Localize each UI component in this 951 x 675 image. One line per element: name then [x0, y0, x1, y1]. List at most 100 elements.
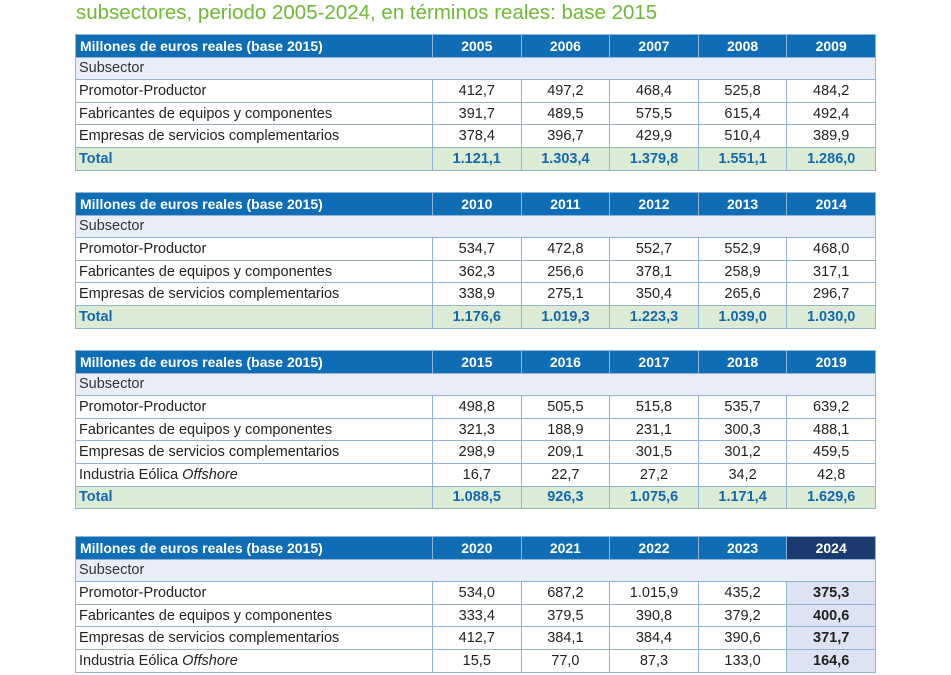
subsector-row: Subsector	[75, 558, 876, 583]
row-label: Promotor-Productor	[75, 79, 433, 103]
cell-value: 429,9	[609, 124, 699, 148]
cell-value: 42,8	[786, 462, 876, 487]
total-value: 1.176,6	[432, 304, 522, 329]
cell-value: 575,5	[609, 101, 699, 126]
cell-value: 552,7	[609, 237, 699, 261]
total-value: 1.019,3	[520, 304, 611, 329]
data-table-2005-2009: Millones de euros reales (base 2015) 200…	[75, 34, 876, 171]
cell-value: 498,8	[432, 395, 522, 419]
cell-value: 484,2	[786, 79, 876, 103]
cell-value: 390,6	[697, 626, 788, 650]
cell-value: 301,2	[697, 440, 788, 464]
total-value: 1.171,4	[697, 485, 788, 510]
year-header: 2005	[432, 34, 522, 58]
cell-value: 412,7	[432, 626, 522, 650]
cell-value: 488,1	[786, 417, 876, 442]
cell-value: 265,6	[697, 282, 788, 306]
cell-value: 256,6	[520, 259, 611, 284]
cell-value: 22,7	[520, 462, 611, 487]
table-header-row: Millones de euros reales (base 2015) 201…	[75, 192, 876, 216]
offshore-italic: Offshore	[182, 466, 238, 483]
cell-value: 379,2	[697, 603, 788, 628]
cell-value: 301,5	[609, 440, 699, 464]
header-label: Millones de euros reales (base 2015)	[75, 34, 433, 58]
total-row: Total 1.176,6 1.019,3 1.223,3 1.039,0 1.…	[75, 304, 876, 329]
cell-value: 535,7	[697, 395, 788, 419]
cell-value-highlighted: 375,3	[786, 581, 876, 605]
cell-value: 687,2	[520, 581, 611, 605]
table-row: Empresas de servicios complementarios 29…	[75, 440, 876, 464]
cell-value: 16,7	[432, 462, 522, 487]
year-header: 2012	[609, 192, 699, 216]
table-row: Fabricantes de equipos y componentes 321…	[75, 417, 876, 442]
year-header: 2016	[520, 350, 611, 374]
header-label: Millones de euros reales (base 2015)	[75, 192, 433, 216]
cell-value: 497,2	[520, 79, 611, 103]
cell-value: 379,5	[520, 603, 611, 628]
cell-value: 552,9	[697, 237, 788, 261]
cell-value: 639,2	[786, 395, 876, 419]
cell-value: 298,9	[432, 440, 522, 464]
cell-value: 378,4	[432, 124, 522, 148]
row-label: Fabricantes de equipos y componentes	[75, 417, 433, 442]
year-header: 2014	[786, 192, 876, 216]
table-row: Promotor-Productor 534,0 687,2 1.015,9 4…	[75, 581, 876, 605]
year-header: 2008	[697, 34, 788, 58]
cell-value: 525,8	[697, 79, 788, 103]
data-table-2010-2014: Millones de euros reales (base 2015) 201…	[75, 192, 876, 329]
total-value: 1.088,5	[432, 485, 522, 510]
cell-value-highlighted: 164,6	[786, 648, 876, 673]
year-header-highlighted: 2024	[786, 536, 876, 560]
total-label: Total	[75, 485, 433, 510]
total-value: 1.075,6	[609, 485, 699, 510]
table-header-row: Millones de euros reales (base 2015) 202…	[75, 536, 876, 560]
total-label: Total	[75, 146, 433, 171]
row-label: Fabricantes de equipos y componentes	[75, 603, 433, 628]
cell-value: 15,5	[432, 648, 522, 673]
year-header: 2013	[697, 192, 788, 216]
table-row: Promotor-Productor 498,8 505,5 515,8 535…	[75, 395, 876, 419]
cell-value-highlighted: 400,6	[786, 603, 876, 628]
page-title: subsectores, periodo 2005-2024, en térmi…	[76, 1, 658, 24]
cell-value: 362,3	[432, 259, 522, 284]
cell-value: 505,5	[520, 395, 611, 419]
row-label: Fabricantes de equipos y componentes	[75, 259, 433, 284]
cell-value: 390,8	[609, 603, 699, 628]
year-header: 2010	[432, 192, 522, 216]
row-label: Promotor-Productor	[75, 581, 433, 605]
total-value: 926,3	[520, 485, 611, 510]
cell-value: 459,5	[786, 440, 876, 464]
cell-value: 384,1	[520, 626, 611, 650]
total-value: 1.121,1	[432, 146, 522, 171]
data-table-2015-2019: Millones de euros reales (base 2015) 201…	[75, 350, 876, 510]
subsector-label: Subsector	[75, 214, 876, 239]
subsector-label: Subsector	[75, 558, 876, 583]
total-value: 1.551,1	[697, 146, 788, 171]
year-header: 2007	[609, 34, 699, 58]
cell-value: 515,8	[609, 395, 699, 419]
total-value: 1.303,4	[520, 146, 611, 171]
total-label: Total	[75, 304, 433, 329]
cell-value: 489,5	[520, 101, 611, 126]
total-value: 1.286,0	[786, 146, 876, 171]
cell-value: 333,4	[432, 603, 522, 628]
total-value: 1.629,6	[786, 485, 876, 510]
row-label: Empresas de servicios complementarios	[75, 626, 433, 650]
cell-value: 468,4	[609, 79, 699, 103]
total-row: Total 1.121,1 1.303,4 1.379,8 1.551,1 1.…	[75, 146, 876, 171]
cell-value: 27,2	[609, 462, 699, 487]
year-header: 2015	[432, 350, 522, 374]
cell-value: 317,1	[786, 259, 876, 284]
cell-value: 258,9	[697, 259, 788, 284]
table-row: Fabricantes de equipos y componentes 333…	[75, 603, 876, 628]
row-label: Promotor-Productor	[75, 237, 433, 261]
year-header: 2020	[432, 536, 522, 560]
total-value: 1.030,0	[786, 304, 876, 329]
cell-value: 534,0	[432, 581, 522, 605]
subsector-label: Subsector	[75, 56, 876, 81]
row-label: Empresas de servicios complementarios	[75, 124, 433, 148]
cell-value: 389,9	[786, 124, 876, 148]
header-label: Millones de euros reales (base 2015)	[75, 536, 433, 560]
offshore-prefix: Industria Eólica	[79, 466, 179, 483]
table-row: Industria Eólica Offshore 15,5 77,0 87,3…	[75, 648, 876, 673]
